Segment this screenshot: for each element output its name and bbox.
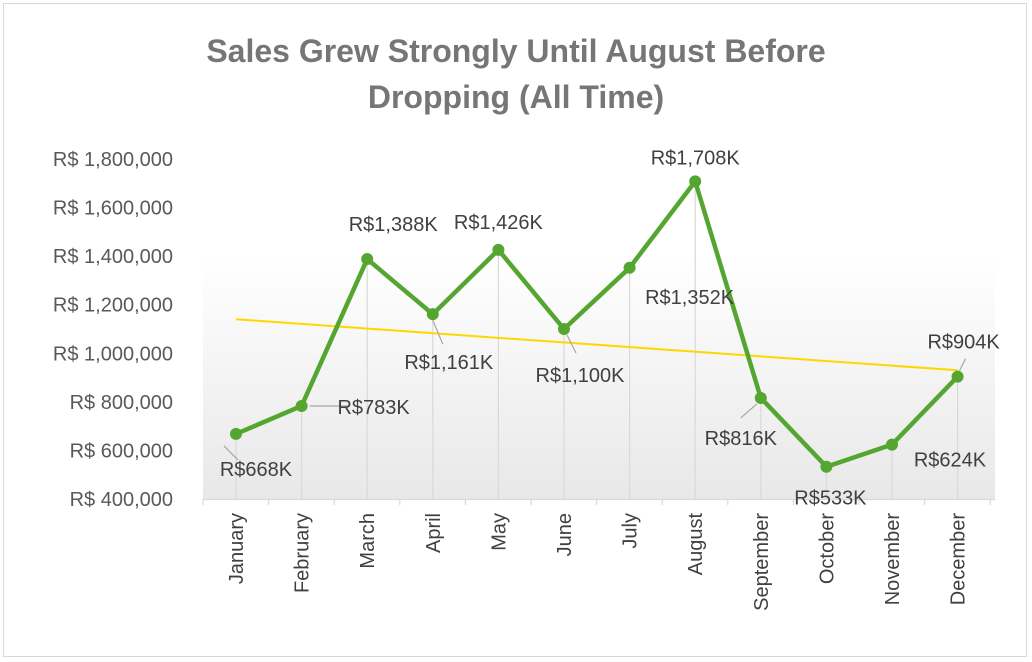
data-point <box>230 427 242 440</box>
x-tick-label: November <box>882 513 904 606</box>
y-tick-label: R$ 1,200,000 <box>53 295 173 317</box>
x-axis <box>202 498 995 505</box>
data-point <box>820 460 833 473</box>
data-labels: R$668K R$783K R$1,388K R$1,161K R$1,426K R$1,… <box>220 147 1001 509</box>
y-tick-label: R$ 800,000 <box>70 392 173 414</box>
data-label: R$783K <box>337 397 410 419</box>
data-point <box>426 308 439 321</box>
x-tick-label: September <box>751 513 773 611</box>
x-tick-label: October <box>816 513 838 584</box>
y-tick-label: R$ 1,000,000 <box>53 343 173 365</box>
data-point <box>558 323 570 335</box>
x-tick-label: March <box>357 513 379 569</box>
leader-line <box>432 319 444 345</box>
y-tick-label: R$ 1,400,000 <box>53 246 173 268</box>
data-point <box>951 370 964 383</box>
data-label: R$1,100K <box>536 365 626 387</box>
data-label: R$533K <box>794 488 867 510</box>
data-point <box>361 253 374 266</box>
x-tick-label: May <box>488 513 510 551</box>
data-point <box>623 261 636 274</box>
trendline-line <box>235 318 958 372</box>
x-tick-label: July <box>620 513 642 549</box>
leader-line <box>223 445 239 461</box>
y-axis-ticks: R$ 400,000 R$ 600,000 R$ 800,000 R$ 1,000,0… <box>53 149 173 511</box>
data-label: R$624K <box>914 450 987 472</box>
data-label: R$1,161K <box>404 352 494 374</box>
data-point <box>295 399 308 412</box>
data-label: R$1,708K <box>651 147 741 169</box>
leader-lines <box>223 319 967 461</box>
data-label: R$904K <box>927 332 1000 354</box>
y-tick-label: R$ 400,000 <box>70 489 173 511</box>
x-tick-label: April <box>423 513 445 553</box>
x-tick-label: August <box>685 513 707 576</box>
data-point <box>492 243 505 256</box>
y-tick-label: R$ 600,000 <box>70 440 173 462</box>
data-point <box>886 438 898 451</box>
x-axis-ticks: January February March April May June July Augu… <box>226 513 970 611</box>
data-label: R$816K <box>705 428 778 450</box>
leader-line <box>959 358 967 371</box>
chart-title-line-2: Dropping (All Time) <box>367 79 665 115</box>
y-tick-label: R$ 1,600,000 <box>53 198 173 220</box>
leader-line <box>566 334 577 354</box>
data-point <box>754 391 767 404</box>
data-point <box>689 175 702 188</box>
y-tick-label: R$ 1,800,000 <box>53 149 173 171</box>
data-label: R$1,388K <box>349 214 439 236</box>
x-tick-label: June <box>554 513 576 556</box>
chart-title-line-1: Sales Grew Strongly Until August Before <box>206 33 826 69</box>
leader-line <box>740 403 758 419</box>
drop-lines <box>235 181 959 499</box>
x-tick-label: January <box>226 513 248 584</box>
chart-title: Sales Grew Strongly Until August Before … <box>0 28 1032 120</box>
data-label: R$1,426K <box>454 212 544 234</box>
series-sales <box>230 175 964 473</box>
data-label: R$1,352K <box>645 287 735 309</box>
series-line <box>235 179 960 469</box>
data-label: R$668K <box>220 459 293 481</box>
x-tick-label: February <box>292 513 314 593</box>
trendline <box>235 318 958 372</box>
x-tick-label: December <box>948 513 970 606</box>
